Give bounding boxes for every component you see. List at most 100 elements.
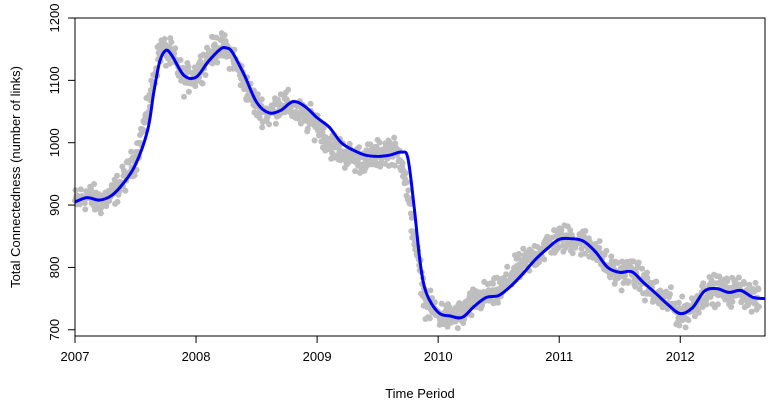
data-point (675, 299, 682, 306)
x-tick-label: 2009 (303, 349, 332, 364)
data-point (311, 137, 318, 144)
data-point (168, 39, 175, 46)
data-point (88, 186, 95, 193)
data-point (490, 280, 496, 287)
data-point (596, 244, 603, 251)
x-tick-label: 2008 (182, 349, 211, 364)
smooth-trend-line (74, 45, 766, 320)
data-point (266, 121, 273, 128)
data-point (192, 83, 199, 90)
data-point (81, 200, 88, 207)
data-point (405, 187, 412, 194)
data-point (304, 125, 311, 132)
data-point (746, 281, 753, 288)
data-point (608, 253, 615, 260)
data-point (307, 100, 314, 107)
data-point (185, 63, 192, 70)
data-point (197, 58, 204, 65)
data-point (202, 72, 209, 78)
data-point (254, 91, 261, 98)
data-point (644, 269, 650, 276)
data-point (596, 238, 603, 245)
data-point (582, 228, 589, 234)
data-point (618, 287, 625, 294)
data-point (567, 227, 574, 234)
data-point (221, 32, 228, 39)
y-tick-label: 800 (47, 257, 62, 279)
data-point (642, 297, 648, 304)
data-point (748, 308, 755, 315)
data-point (103, 203, 110, 210)
y-tick-label: 700 (47, 319, 62, 341)
y-axis-title: Total Connectedness (number of links) (8, 66, 23, 288)
data-point (140, 127, 147, 134)
data-point (329, 150, 336, 157)
data-point (213, 34, 220, 41)
data-point (97, 210, 104, 217)
data-point (214, 59, 221, 66)
data-point (729, 298, 736, 305)
data-point (676, 322, 683, 329)
data-point (114, 172, 120, 179)
data-point (578, 245, 585, 252)
data-point (636, 286, 643, 293)
data-point (504, 263, 511, 270)
data-point (82, 206, 89, 213)
x-tick-label: 2011 (545, 349, 573, 364)
data-point (454, 325, 461, 332)
data-point (622, 272, 628, 279)
data-point (128, 148, 135, 155)
data-point (703, 301, 710, 308)
data-point (714, 301, 721, 308)
data-point (752, 279, 759, 286)
data-point (444, 323, 451, 330)
data-point (391, 162, 398, 169)
data-point (356, 144, 362, 151)
y-tick-label: 1200 (47, 4, 62, 33)
data-point (659, 304, 666, 311)
y-tick-label: 900 (47, 194, 62, 216)
data-point (691, 313, 698, 320)
data-point (406, 195, 413, 202)
data-point (431, 299, 438, 306)
data-point (320, 124, 327, 131)
data-point (494, 299, 501, 306)
data-point (98, 204, 105, 211)
data-point (295, 115, 302, 122)
x-axis: 2007 2008 2009 2010 2011 2012 (61, 335, 695, 364)
data-point (639, 265, 646, 272)
data-point (114, 198, 121, 205)
data-point (259, 124, 266, 131)
data-point (520, 245, 527, 252)
data-point (667, 291, 673, 298)
data-point (679, 293, 686, 300)
data-point (682, 324, 689, 331)
x-tick-label: 2010 (424, 349, 453, 364)
data-point (391, 134, 398, 141)
data-point (755, 303, 762, 310)
data-point (166, 60, 173, 67)
data-point (644, 275, 651, 281)
data-point (735, 274, 742, 281)
data-point (181, 93, 187, 100)
data-point (653, 278, 660, 285)
data-point (404, 179, 410, 186)
y-tick-label: 1000 (47, 128, 62, 157)
data-point (728, 304, 735, 310)
data-point (211, 41, 218, 48)
x-axis-title: Time Period (385, 386, 455, 401)
x-tick-label: 2012 (666, 349, 695, 364)
smooth-line-layer (74, 45, 766, 320)
data-point (667, 284, 674, 291)
data-point (285, 86, 292, 93)
data-point (408, 214, 415, 221)
data-point (122, 187, 129, 194)
data-point (177, 57, 184, 63)
data-point (185, 88, 192, 95)
data-point (376, 139, 383, 146)
data-point (741, 280, 748, 287)
y-axis: 700 800 900 1000 1100 1200 (47, 4, 76, 341)
data-point (603, 247, 610, 254)
data-point (555, 244, 562, 251)
data-point (399, 160, 406, 167)
